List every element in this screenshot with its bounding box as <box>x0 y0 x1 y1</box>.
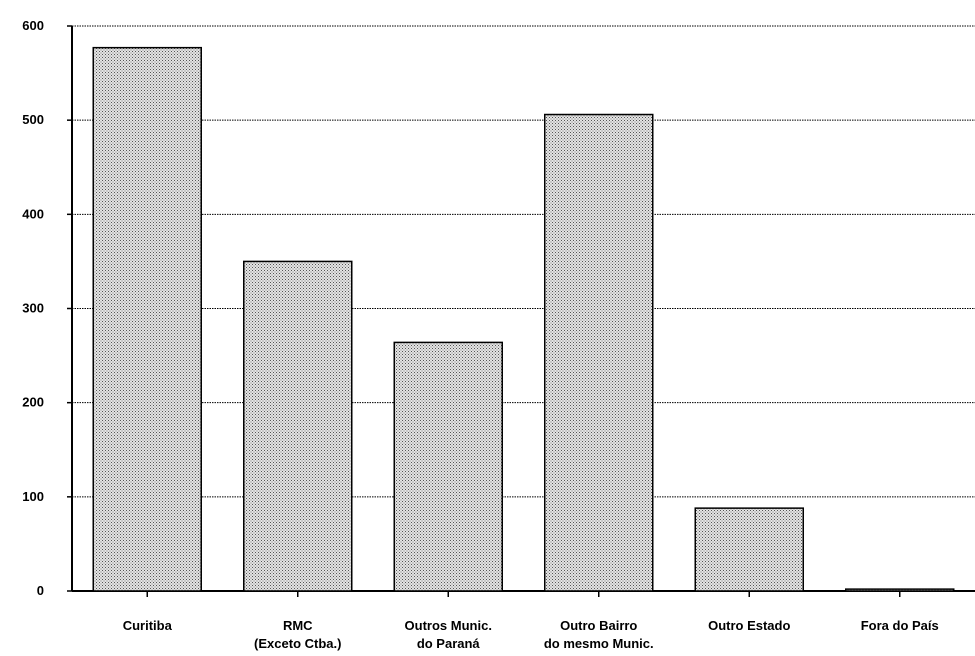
bar-5 <box>845 588 955 592</box>
bar-0 <box>92 46 202 592</box>
category-label: RMC (Exceto Ctba.) <box>254 618 341 651</box>
y-tick-label: 400 <box>22 206 44 221</box>
bar-3 <box>544 113 654 592</box>
y-tick-label: 200 <box>22 395 44 410</box>
gridlines <box>72 25 975 498</box>
y-tick-label: 100 <box>22 489 44 504</box>
y-tick-label: 0 <box>37 583 44 598</box>
category-label: Outros Munic. do Paraná <box>405 618 492 651</box>
labels: 0 100 200 300 400 500 600 Curitiba RMC (Exceto Ct… <box>22 18 938 651</box>
y-tick-label: 600 <box>22 18 44 33</box>
y-tick-label: 300 <box>22 301 44 316</box>
category-label: Outro Bairro do mesmo Munic. <box>544 618 654 651</box>
category-label: Outro Estado <box>708 618 790 633</box>
category-label: Curitiba <box>123 618 173 633</box>
category-label: Fora do País <box>861 618 939 633</box>
bar-2 <box>393 341 503 592</box>
axes <box>67 25 975 597</box>
y-tick-label: 500 <box>22 112 44 127</box>
bars <box>92 46 955 592</box>
bar-4 <box>694 507 804 592</box>
bar-1 <box>243 260 353 592</box>
